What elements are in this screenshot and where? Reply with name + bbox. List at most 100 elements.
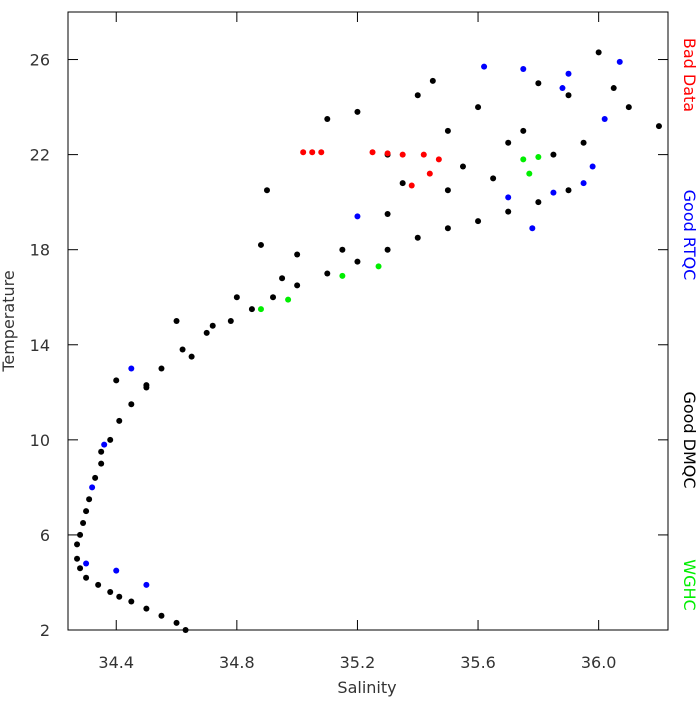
data-point: [158, 612, 165, 619]
legend-entry: WGHC: [680, 559, 699, 610]
plot-frame: [67, 11, 669, 631]
x-tick-label: 36.0: [581, 653, 617, 672]
data-point: [98, 448, 105, 455]
data-point: [339, 246, 346, 253]
y-tick-label: 26: [30, 51, 50, 70]
data-point: [83, 560, 90, 567]
data-point: [444, 225, 451, 232]
data-point: [92, 474, 99, 481]
data-point: [86, 496, 93, 503]
data-point: [384, 211, 391, 218]
data-point: [179, 346, 186, 353]
data-point: [324, 270, 331, 277]
data-point: [339, 272, 346, 279]
data-point: [481, 63, 488, 70]
data-point: [182, 627, 189, 633]
data-point: [580, 139, 587, 146]
y-tick-label: 10: [30, 431, 50, 450]
data-point: [655, 123, 662, 130]
data-point: [95, 581, 102, 588]
legend-entry: Good DMQC: [680, 391, 699, 488]
data-point: [354, 108, 361, 115]
data-point: [490, 175, 497, 182]
data-point: [107, 588, 114, 595]
y-axis-label: Temperature: [0, 270, 18, 372]
data-point: [143, 581, 150, 588]
data-point: [318, 149, 325, 156]
data-point: [529, 225, 536, 232]
data-point: [505, 194, 512, 201]
data-point: [435, 156, 442, 163]
data-point: [173, 619, 180, 626]
data-point: [520, 66, 527, 73]
data-point: [128, 365, 135, 372]
y-tick-label: 14: [30, 336, 50, 355]
data-point: [233, 294, 240, 301]
data-point: [384, 150, 391, 157]
data-point: [414, 234, 421, 241]
data-point: [595, 49, 602, 56]
data-point: [98, 460, 105, 467]
data-point: [369, 149, 376, 156]
data-point: [354, 213, 361, 220]
data-point: [257, 306, 264, 313]
data-point: [77, 531, 84, 538]
data-point: [520, 156, 527, 163]
data-point: [559, 85, 566, 92]
data-point: [107, 436, 114, 443]
data-point: [444, 127, 451, 134]
data-point: [610, 85, 617, 92]
data-point: [83, 508, 90, 515]
data-point: [354, 258, 361, 265]
data-point: [535, 153, 542, 160]
data-point: [248, 306, 255, 313]
x-tick-label: 35.2: [340, 653, 376, 672]
data-point: [550, 189, 557, 196]
data-point: [263, 187, 270, 194]
legend-entry: Bad Data: [680, 38, 699, 112]
data-point: [616, 58, 623, 65]
data-point: [535, 199, 542, 206]
x-tick-label: 34.8: [219, 653, 255, 672]
data-point: [128, 598, 135, 605]
data-point: [589, 163, 596, 170]
data-point: [294, 251, 301, 258]
data-point: [294, 282, 301, 289]
data-point: [270, 294, 277, 301]
y-tick-label: 18: [30, 241, 50, 260]
data-point: [324, 115, 331, 122]
data-point: [550, 151, 557, 158]
y-tick-label: 2: [40, 621, 50, 640]
data-point: [203, 329, 210, 336]
data-point: [74, 555, 81, 562]
data-point: [420, 151, 427, 158]
data-point: [399, 180, 406, 187]
data-point: [408, 182, 415, 189]
data-point: [526, 170, 533, 177]
data-point: [188, 353, 195, 360]
data-point: [209, 322, 216, 329]
legend-entry: Good RTQC: [680, 190, 699, 281]
data-point: [429, 77, 436, 84]
data-point: [625, 104, 632, 111]
data-point: [279, 275, 286, 282]
data-point: [475, 218, 482, 225]
data-point: [80, 520, 87, 527]
data-point: [505, 139, 512, 146]
data-point: [113, 377, 120, 384]
data-point: [375, 263, 382, 270]
data-point: [580, 180, 587, 187]
data-point: [285, 296, 292, 303]
data-point: [116, 417, 123, 424]
y-tick-label: 6: [40, 526, 50, 545]
data-point: [601, 115, 608, 122]
data-point: [565, 92, 572, 99]
data-point: [535, 80, 542, 87]
data-point: [300, 149, 307, 156]
data-point: [74, 541, 81, 548]
data-point: [520, 127, 527, 134]
data-point: [414, 92, 421, 99]
data-point: [143, 605, 150, 612]
x-tick-label: 35.6: [460, 653, 496, 672]
